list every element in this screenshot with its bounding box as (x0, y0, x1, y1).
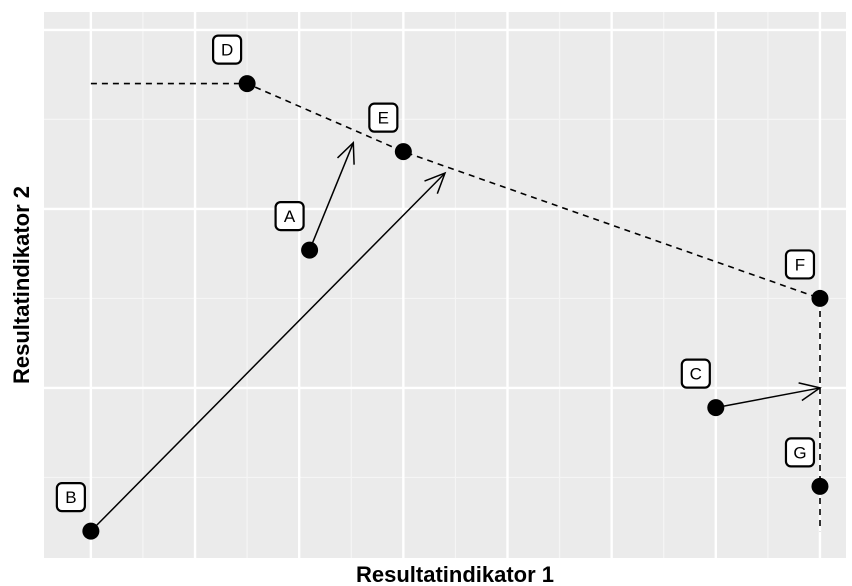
arrow-shaft (715, 387, 821, 409)
plot-panel (44, 12, 846, 558)
label-box-d (212, 34, 243, 65)
label-g: G (793, 443, 806, 462)
point-c (707, 399, 725, 417)
arrow-head (424, 171, 447, 194)
point-labels: A B C D E F G (55, 34, 816, 513)
label-d: D (221, 41, 233, 60)
point-g (811, 477, 829, 495)
frontier-line (90, 82, 821, 532)
label-box-g (784, 437, 816, 468)
frontier (90, 82, 821, 532)
grid-major (44, 12, 846, 569)
point-f (811, 289, 829, 307)
label-box-e (368, 102, 399, 133)
data-points (82, 75, 829, 540)
point-d (238, 75, 256, 93)
arrow-head (798, 382, 822, 402)
y-axis-title: Resultatindikator 2 (9, 186, 34, 384)
label-e: E (378, 109, 389, 128)
label-b: B (65, 488, 76, 507)
point-a (301, 241, 319, 259)
point-e (394, 143, 412, 161)
label-box-c (680, 358, 711, 389)
arrow-shaft (90, 172, 446, 532)
point-b (82, 522, 100, 540)
grid-minor (44, 12, 846, 558)
label-c: C (690, 365, 702, 384)
label-box-b (55, 482, 86, 513)
label-a: A (284, 207, 296, 226)
projection-arrows (90, 140, 822, 532)
label-box-f (784, 249, 816, 280)
arrow-shaft (308, 142, 355, 251)
label-box-a (274, 200, 305, 232)
arrow-head (336, 140, 355, 165)
x-axis-title: Resultatindikator 1 (356, 562, 554, 586)
label-f: F (795, 255, 805, 274)
